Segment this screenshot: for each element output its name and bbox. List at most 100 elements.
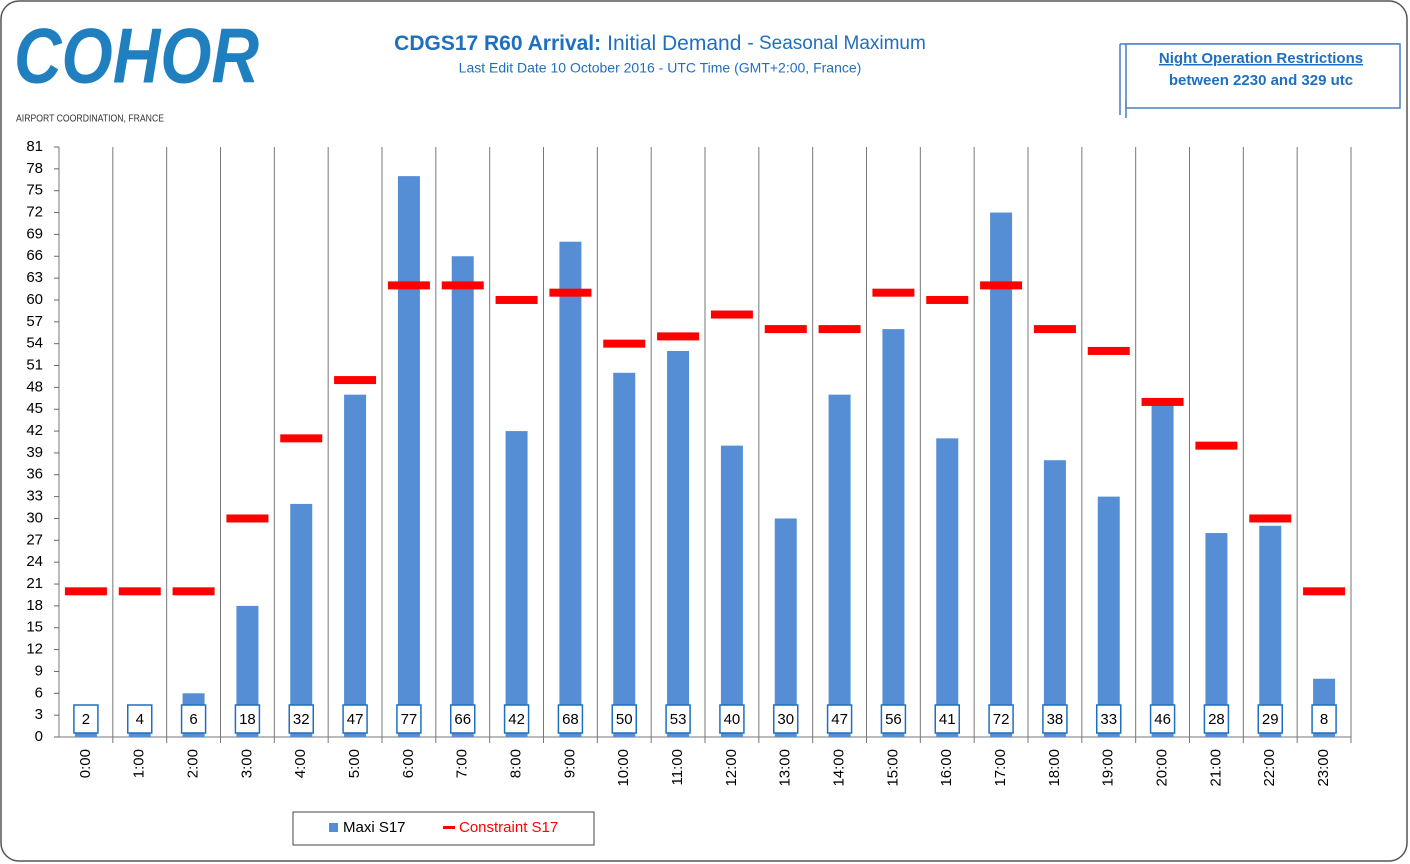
data-label-box xyxy=(180,704,207,734)
legend-swatch xyxy=(443,826,455,829)
legend-label: Constraint S17 xyxy=(459,819,558,836)
data-label-box xyxy=(342,704,368,734)
data-label: 33 xyxy=(1100,711,1117,728)
bar xyxy=(505,431,528,737)
x-tick-label: 14:00 xyxy=(831,749,848,787)
bar xyxy=(828,394,851,737)
bar xyxy=(290,503,313,737)
x-tick-label: 0:00 xyxy=(77,749,94,778)
data-label-box xyxy=(773,704,799,734)
x-tick-label: 2:00 xyxy=(185,749,202,778)
bar xyxy=(882,329,905,737)
data-label: 46 xyxy=(1154,711,1171,728)
constraint-dash xyxy=(872,288,915,297)
y-tick-label: 54 xyxy=(26,335,43,352)
x-tick-label: 15:00 xyxy=(884,749,901,787)
x-tick-label: 6:00 xyxy=(400,749,417,778)
x-tick-label: 22:00 xyxy=(1261,749,1278,787)
y-tick-label: 0 xyxy=(35,728,43,745)
data-label: 53 xyxy=(670,711,687,728)
data-label-box xyxy=(880,704,907,734)
y-tick-label: 60 xyxy=(26,291,43,308)
logo-caption: AIRPORT COORDINATION, FRANCE xyxy=(16,114,164,125)
title-part: - Seasonal Maximum xyxy=(747,33,925,54)
constraint-dash xyxy=(1249,514,1292,523)
data-label-box xyxy=(1311,704,1337,734)
data-label-box xyxy=(934,704,960,734)
data-label: 30 xyxy=(777,711,794,728)
data-label-box xyxy=(127,704,153,734)
constraint-dash xyxy=(549,288,592,297)
note-box xyxy=(1125,43,1401,109)
bar xyxy=(1205,533,1228,737)
x-tick-label: 16:00 xyxy=(938,749,955,787)
data-label-box xyxy=(1096,704,1122,734)
constraint-dash xyxy=(64,587,107,596)
constraint-dash xyxy=(495,295,538,304)
constraint-dash xyxy=(118,587,161,596)
note-line: Night Operation Restrictions xyxy=(1159,50,1363,67)
data-label: 68 xyxy=(562,711,579,728)
data-label: 38 xyxy=(1047,711,1064,728)
data-label-box xyxy=(611,704,637,734)
data-label-box xyxy=(988,704,1014,734)
bar xyxy=(397,176,420,737)
note-line: between 2230 and 329 utc xyxy=(1169,72,1353,89)
data-label-box xyxy=(557,704,584,734)
constraint-dash xyxy=(980,281,1023,290)
data-label: 29 xyxy=(1262,711,1279,728)
y-tick-label: 78 xyxy=(26,160,43,177)
y-tick-label: 21 xyxy=(26,575,43,592)
y-tick-label: 9 xyxy=(35,662,43,679)
bar xyxy=(451,256,474,737)
bar xyxy=(1043,460,1066,737)
y-tick-label: 81 xyxy=(26,138,43,155)
x-tick-label: 11:00 xyxy=(669,749,686,785)
bar xyxy=(236,605,259,737)
data-label-box xyxy=(1203,704,1230,734)
y-tick-label: 51 xyxy=(26,356,43,373)
bar xyxy=(667,350,690,737)
x-tick-label: 23:00 xyxy=(1315,749,1332,787)
data-label-box xyxy=(73,704,99,734)
x-tick-label: 8:00 xyxy=(508,749,525,778)
constraint-dash xyxy=(710,310,753,319)
data-label: 32 xyxy=(293,711,310,728)
x-tick-label: 21:00 xyxy=(1207,749,1224,787)
constraint-dash xyxy=(657,332,700,341)
y-tick-label: 24 xyxy=(26,553,43,570)
y-tick-label: 63 xyxy=(26,269,43,286)
data-label-box xyxy=(719,704,745,734)
constraint-dash xyxy=(926,295,969,304)
y-tick-label: 48 xyxy=(26,378,43,395)
constraint-dash xyxy=(280,434,323,443)
x-tick-label: 17:00 xyxy=(992,749,1009,787)
bar xyxy=(1259,525,1282,737)
constraint-dash xyxy=(818,325,861,334)
data-label-box xyxy=(826,704,853,734)
data-label-box xyxy=(288,704,314,734)
constraint-dash xyxy=(1195,441,1238,450)
data-label-box xyxy=(234,704,261,734)
title-part: CDGS17 R60 Arrival: xyxy=(394,32,601,55)
data-label: 42 xyxy=(508,711,525,728)
constraint-dash xyxy=(172,587,215,596)
bar xyxy=(990,212,1013,738)
bar xyxy=(720,445,743,737)
bar xyxy=(1151,401,1174,737)
data-label: 18 xyxy=(239,711,256,728)
data-label: 66 xyxy=(454,711,471,728)
x-tick-label: 1:00 xyxy=(131,749,148,778)
constraint-dash xyxy=(334,376,377,385)
y-tick-label: 18 xyxy=(26,597,43,614)
data-label-box xyxy=(1149,704,1176,734)
y-tick-label: 75 xyxy=(26,182,43,199)
y-tick-label: 12 xyxy=(26,641,43,658)
data-label-box xyxy=(503,704,530,734)
y-tick-label: 39 xyxy=(26,444,43,461)
constraint-dash xyxy=(764,325,807,334)
constraint-dash xyxy=(603,339,646,348)
bar xyxy=(613,372,636,737)
